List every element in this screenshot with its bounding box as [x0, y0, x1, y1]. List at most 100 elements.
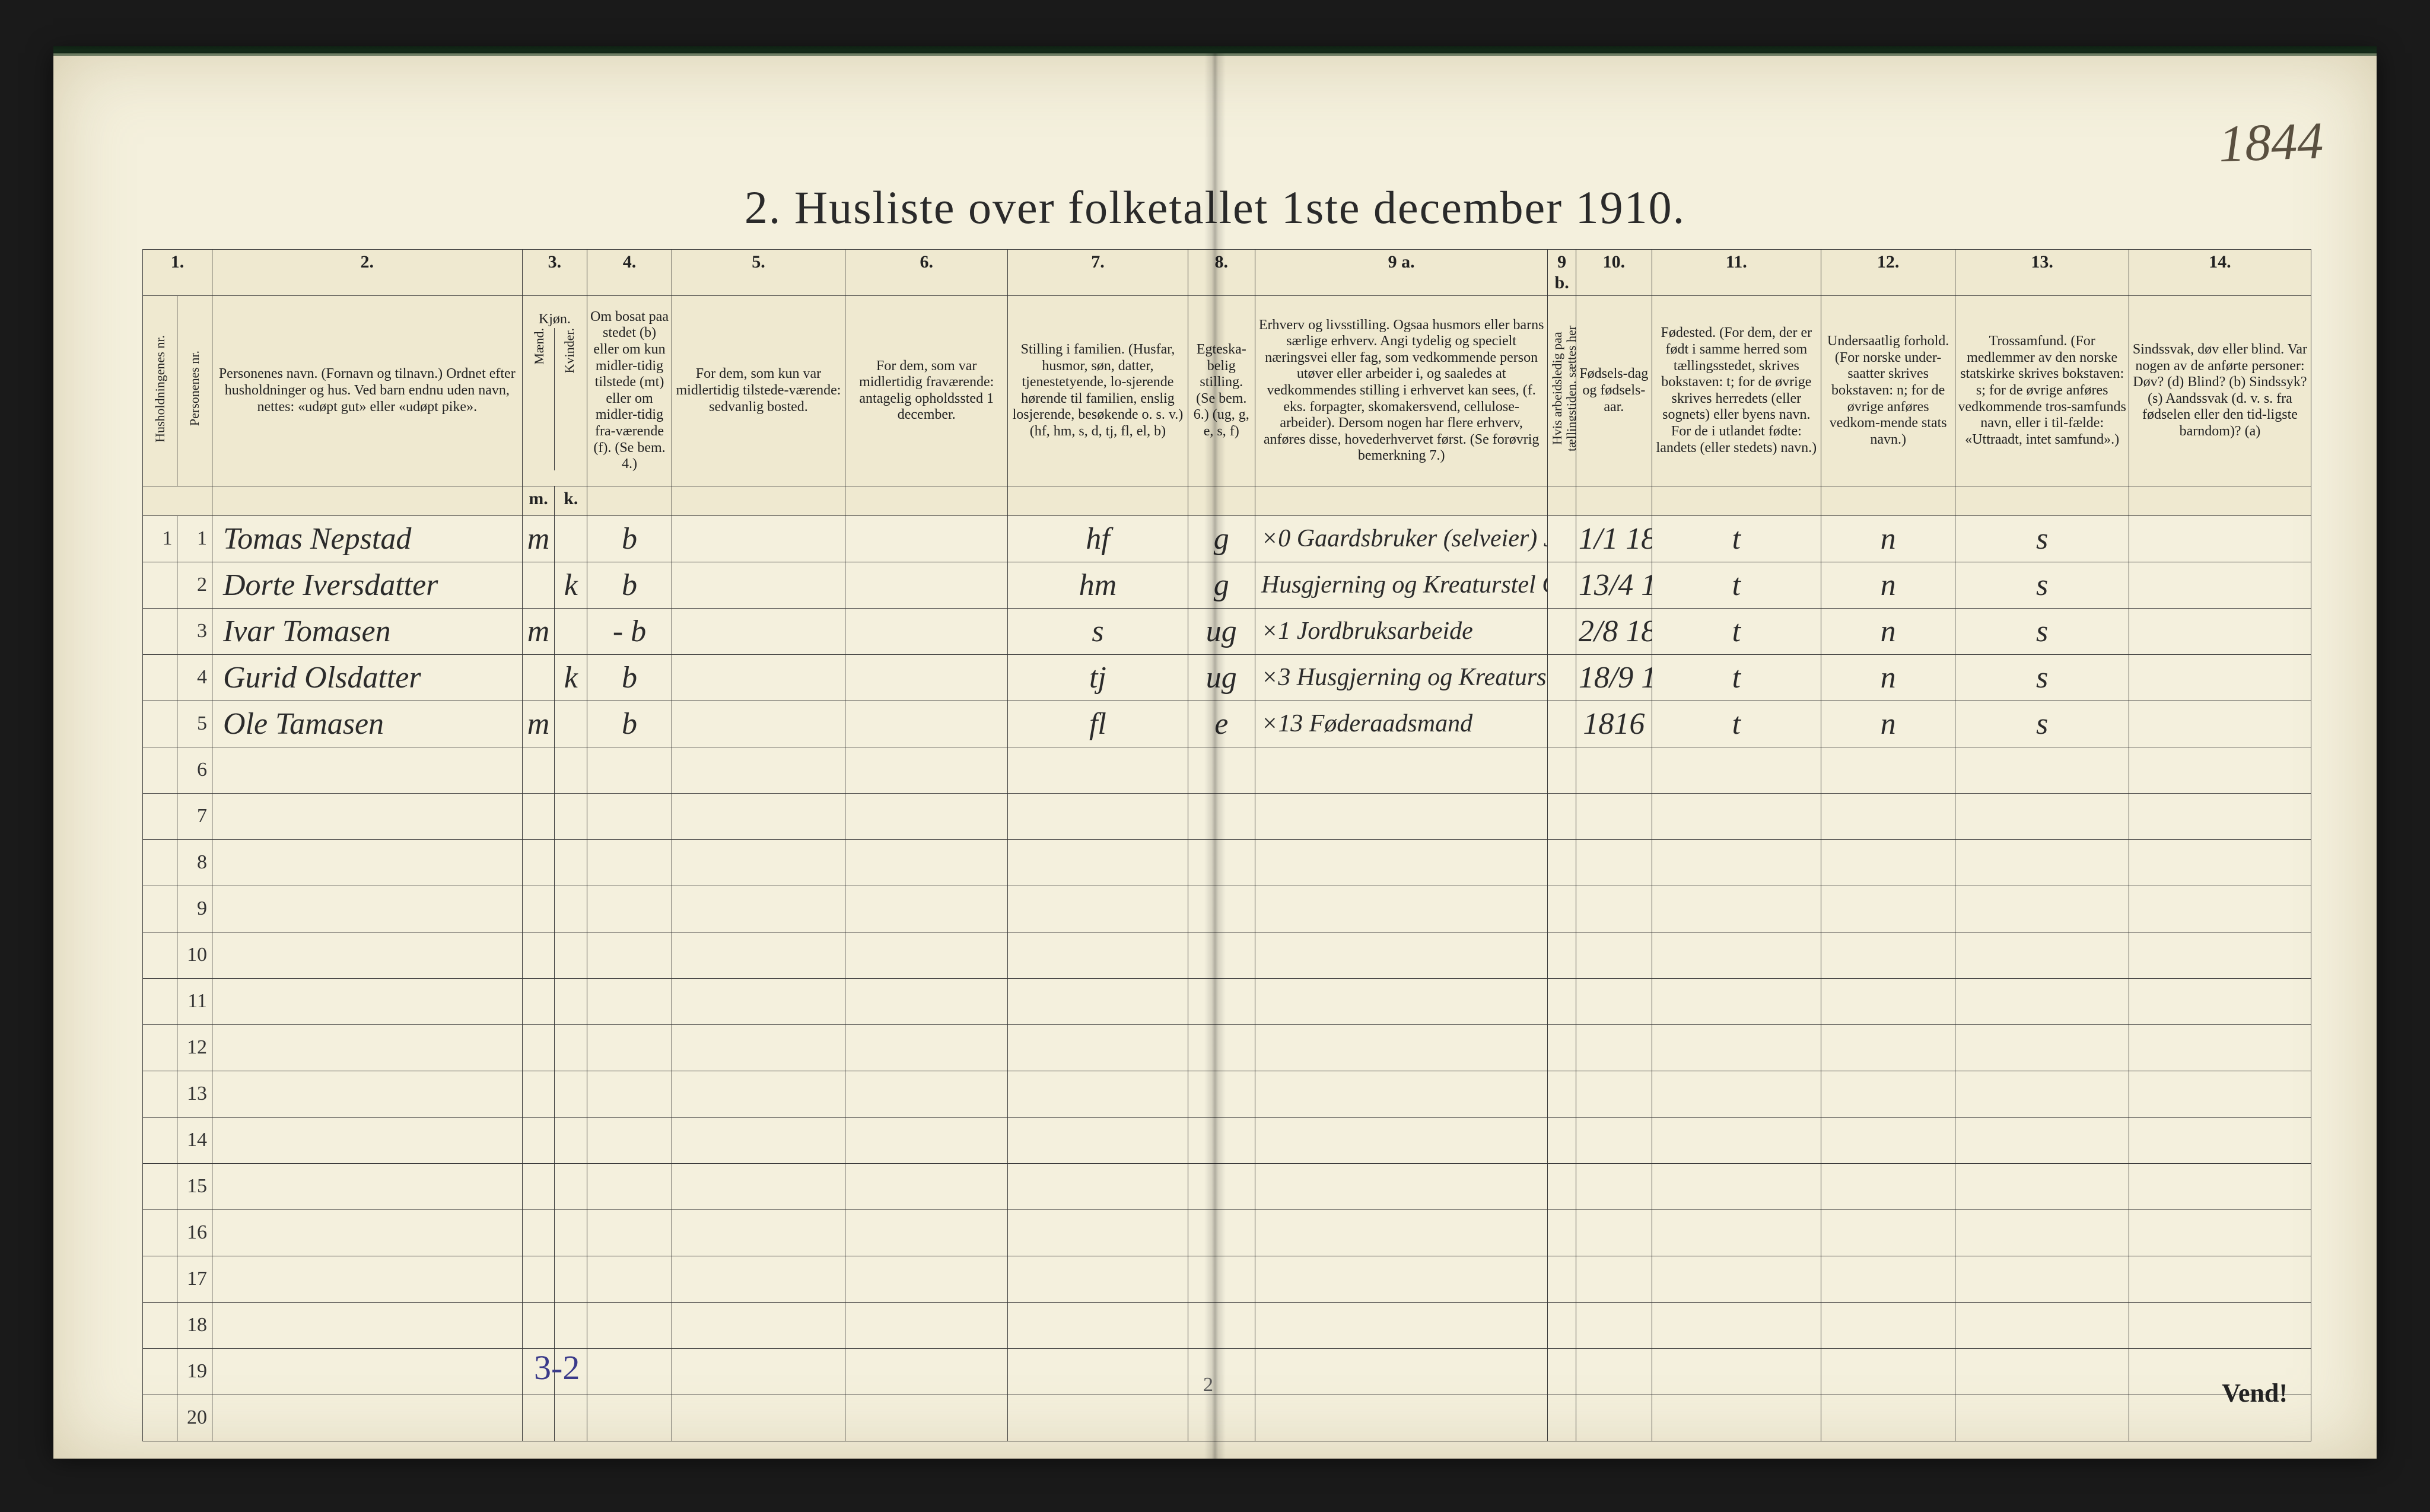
cell-empty [2129, 932, 2311, 978]
cell-empty [1955, 1209, 2129, 1256]
table-row-empty: 15 [143, 1163, 2311, 1209]
table-row-empty: 6 [143, 747, 2311, 793]
cell-empty [845, 886, 1008, 932]
cell-empty [672, 1117, 845, 1163]
cell-pnr: 6 [177, 747, 212, 793]
hdr-maend: Mænd. [532, 328, 546, 365]
census-table: 1. 2. 3. 4. 5. 6. 7. 8. 9 a. 9 b. 10. 11… [142, 249, 2311, 1358]
cell-empty [1652, 932, 1821, 978]
cell-empty [1255, 886, 1547, 932]
colnum-11: 11. [1652, 250, 1821, 296]
cell-empty [522, 1117, 555, 1163]
cell-empty [1548, 1163, 1576, 1209]
cell-rel: s [1955, 701, 2129, 747]
cell-pnr: 11 [177, 978, 212, 1024]
cell-l [1548, 654, 1576, 701]
cell-empty [522, 1395, 555, 1441]
cell-empty [1821, 1117, 1955, 1163]
cell-empty [1188, 886, 1255, 932]
cell-empty [1821, 1163, 1955, 1209]
table-row-empty: 8 [143, 839, 2311, 886]
cell-rel: s [1955, 654, 2129, 701]
cell-empty [1652, 886, 1821, 932]
cell-eg: g [1188, 562, 1255, 608]
cell-empty [1821, 1071, 1955, 1117]
cell-empty [1548, 1209, 1576, 1256]
hdr-arbeidsledig: Hvis arbeidsledig paa tællingstiden, sæt… [1548, 296, 1576, 486]
cell-empty [587, 1302, 672, 1348]
cell-empty [845, 747, 1008, 793]
cell-nat: n [1821, 608, 1955, 654]
colnum-5: 5. [672, 250, 845, 296]
table-row-empty: 13 [143, 1071, 2311, 1117]
cell-occ: Husgjerning og Kreaturstel Gaardmands Ko… [1255, 562, 1547, 608]
cell-nat: n [1821, 701, 1955, 747]
cell-hnr [143, 1302, 177, 1348]
cell-empty [845, 793, 1008, 839]
cell-empty [1652, 747, 1821, 793]
cell-empty [1548, 839, 1576, 886]
hdr-erhverv: Erhverv og livsstilling. Ogsaa husmors e… [1255, 296, 1547, 486]
cell-empty [845, 1256, 1008, 1302]
cell-empty [1548, 1395, 1576, 1441]
cell-place: t [1652, 562, 1821, 608]
cell-pnr: 14 [177, 1117, 212, 1163]
cell-l [1548, 701, 1576, 747]
cell-eg: g [1188, 515, 1255, 562]
cell-born: 1816 [1576, 701, 1652, 747]
hdr-midl-frav: For dem, som var midlertidig fraværende:… [845, 296, 1008, 486]
cell-hnr [143, 608, 177, 654]
cell-empty [2129, 1302, 2311, 1348]
cell-empty [1821, 932, 1955, 978]
table-row: 3Ivar Tomasenm- bsug×1 Jordbruksarbeide2… [143, 608, 2311, 654]
cell-rel: s [1955, 562, 2129, 608]
cell-pnr: 13 [177, 1071, 212, 1117]
cell-place: t [1652, 701, 1821, 747]
cell-empty [1576, 1348, 1652, 1395]
cell-c6 [845, 654, 1008, 701]
cell-place: t [1652, 654, 1821, 701]
cell-empty [1955, 747, 2129, 793]
cell-hnr [143, 654, 177, 701]
cell-empty [672, 1024, 845, 1071]
cell-empty [1576, 1395, 1652, 1441]
cell-empty [1955, 932, 2129, 978]
cell-fam: hm [1008, 562, 1188, 608]
cell-pnr: 16 [177, 1209, 212, 1256]
hdr-husholdning-nr: Husholdningenes nr. [143, 296, 177, 486]
cell-empty [1255, 1348, 1547, 1395]
cell-empty [555, 747, 587, 793]
mk-row: m. k. [143, 486, 2311, 515]
cell-empty [1188, 1348, 1255, 1395]
cell-pnr: 2 [177, 562, 212, 608]
cell-empty [1821, 1395, 1955, 1441]
cell-empty [1821, 1348, 1955, 1395]
cell-hnr [143, 1209, 177, 1256]
cell-empty [1652, 1024, 1821, 1071]
column-header-row: Husholdningenes nr. Personenes nr. Perso… [143, 296, 2311, 486]
cell-empty [1955, 1071, 2129, 1117]
cell-empty [1008, 1256, 1188, 1302]
cell-empty [1008, 1163, 1188, 1209]
cell-empty [1548, 1117, 1576, 1163]
cell-empty [1652, 1163, 1821, 1209]
cell-hnr [143, 1024, 177, 1071]
hdr-midl-tilstede: For dem, som kun var midlertidig tilsted… [672, 296, 845, 486]
cell-empty [672, 978, 845, 1024]
cell-empty [1188, 978, 1255, 1024]
cell-pnr: 8 [177, 839, 212, 886]
cell-empty [1188, 1163, 1255, 1209]
cell-l [1548, 608, 1576, 654]
cell-c14 [2129, 654, 2311, 701]
cell-empty [1821, 793, 1955, 839]
hdr-egteskab: Egteska-belig stilling. (Se bem. 6.) (ug… [1188, 296, 1255, 486]
cell-empty [587, 978, 672, 1024]
cell-empty [1955, 1163, 2129, 1209]
cell-empty [522, 932, 555, 978]
cell-empty [1548, 886, 1576, 932]
cell-empty [587, 1256, 672, 1302]
cell-k [555, 515, 587, 562]
cell-empty [1008, 886, 1188, 932]
cell-empty [672, 1209, 845, 1256]
cell-empty [845, 1209, 1008, 1256]
